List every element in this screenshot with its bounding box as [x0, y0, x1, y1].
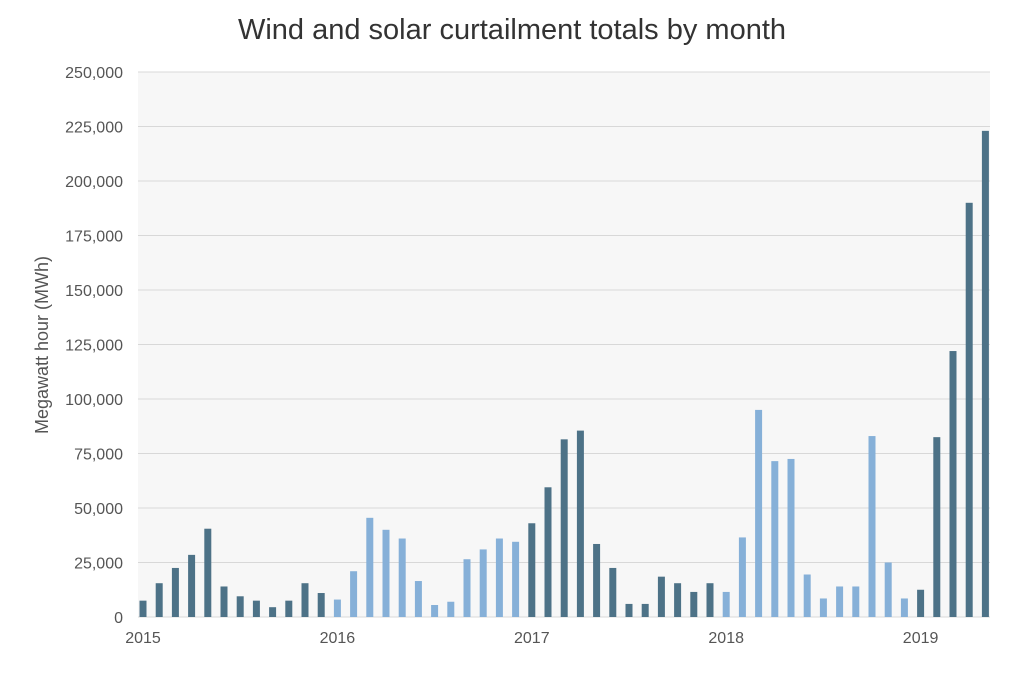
bar-2018-01	[722, 591, 730, 617]
bar-2019-05	[981, 130, 989, 618]
bar-2017-02	[544, 487, 552, 617]
y-tick-label: 75,000	[74, 447, 123, 464]
bar-2018-03	[755, 409, 763, 617]
x-tick-label: 2016	[320, 630, 356, 647]
y-tick-label: 25,000	[74, 556, 123, 573]
y-axis-ticks: 0 25,000 50,000 75,000 100,000 125,000 150,000…	[65, 65, 123, 627]
gridlines	[138, 71, 990, 618]
y-tick-label: 50,000	[74, 501, 123, 518]
bar-2017-03	[560, 439, 568, 617]
bar-2015-11	[301, 583, 309, 617]
bar-2019-04	[965, 202, 973, 618]
bar-2017-07	[625, 603, 633, 617]
y-tick-label: 150,000	[65, 283, 123, 300]
bar-2017-09	[657, 576, 665, 617]
bar-2016-12	[512, 541, 520, 617]
y-tick-label: 250,000	[65, 65, 123, 82]
y-tick-label: 100,000	[65, 392, 123, 409]
x-tick-label: 2015	[125, 630, 161, 647]
bar-2016-02	[350, 571, 358, 617]
bar-2017-01	[528, 523, 536, 617]
x-axis-ticks: 2015 2016 2017 2018 2019	[125, 630, 938, 647]
bar-2017-05	[593, 543, 601, 617]
bar-2017-10	[674, 583, 682, 617]
x-tick-label: 2017	[514, 630, 550, 647]
bar-2015-02	[155, 583, 163, 617]
bar-2018-02	[738, 537, 746, 617]
y-axis-title: Megawatt hour (MWh)	[32, 256, 52, 434]
bar-2015-07	[236, 596, 244, 617]
bar-2016-04	[382, 529, 390, 617]
bar-2018-09	[852, 586, 860, 617]
bar-2015-03	[171, 567, 179, 617]
bar-2016-03	[366, 517, 374, 617]
chart-title: Wind and solar curtailment totals by mon…	[237, 14, 787, 46]
bar-2018-07	[819, 598, 827, 617]
bar-2016-06	[414, 581, 422, 617]
bar-2018-08	[836, 586, 844, 617]
bar-2019-03	[949, 351, 957, 617]
y-tick-label: 200,000	[65, 174, 123, 191]
bar-2015-05	[204, 528, 212, 617]
bar-2018-05	[787, 458, 795, 617]
bar-2016-05	[398, 538, 406, 617]
x-tick-label: 2019	[903, 630, 939, 647]
bar-2018-06	[803, 574, 811, 617]
bar-2018-12	[900, 598, 908, 617]
y-tick-label: 225,000	[65, 120, 123, 137]
y-tick-label: 0	[114, 610, 123, 627]
bar-2017-08	[641, 603, 649, 617]
bar-2016-01	[333, 599, 341, 617]
bar-2019-02	[933, 437, 941, 617]
bars	[139, 130, 989, 618]
bar-2015-04	[188, 554, 196, 617]
bar-2016-09	[463, 559, 471, 617]
bar-2018-04	[771, 461, 779, 617]
bar-2016-07	[431, 605, 439, 617]
bar-2019-01	[917, 589, 925, 617]
bar-2018-10	[868, 436, 876, 617]
bar-2016-10	[479, 549, 487, 617]
x-tick-label: 2018	[708, 630, 744, 647]
bar-2015-06	[220, 586, 228, 617]
bar-2017-11	[690, 591, 698, 617]
y-tick-label: 125,000	[65, 338, 123, 355]
bar-2015-10	[285, 600, 293, 617]
bar-2015-01	[139, 600, 147, 617]
bar-2016-11	[495, 538, 503, 617]
bar-2016-08	[447, 601, 455, 617]
bar-2017-06	[609, 567, 617, 617]
bar-2017-04	[576, 430, 584, 617]
y-tick-label: 175,000	[65, 229, 123, 246]
bar-2015-09	[269, 607, 277, 617]
bar-2017-12	[706, 583, 714, 617]
bar-2015-12	[317, 593, 325, 617]
bar-2015-08	[252, 600, 260, 617]
bar-2018-11	[884, 562, 892, 617]
